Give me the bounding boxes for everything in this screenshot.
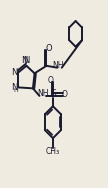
Text: H: H — [14, 88, 18, 93]
Text: NH: NH — [52, 61, 64, 70]
Text: O: O — [62, 90, 68, 99]
Text: N: N — [11, 67, 17, 77]
Text: N: N — [21, 56, 28, 65]
Text: N: N — [23, 56, 29, 65]
Text: N: N — [11, 83, 17, 92]
Text: CH₃: CH₃ — [46, 147, 60, 156]
Text: O: O — [48, 76, 53, 85]
Text: S: S — [50, 89, 56, 98]
Text: O: O — [45, 44, 52, 53]
Text: NH: NH — [37, 89, 48, 99]
